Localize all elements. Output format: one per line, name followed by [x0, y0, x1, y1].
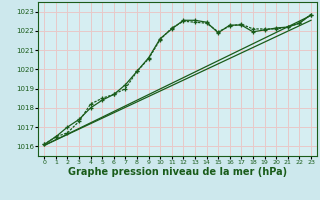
X-axis label: Graphe pression niveau de la mer (hPa): Graphe pression niveau de la mer (hPa) [68, 167, 287, 177]
